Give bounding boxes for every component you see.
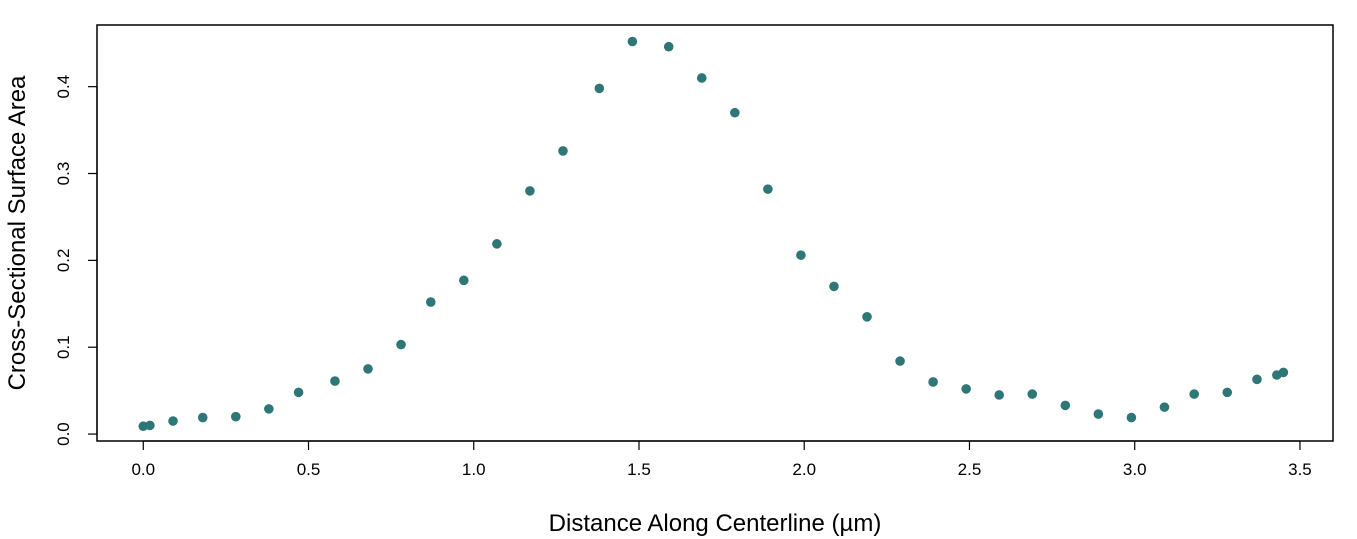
data-point bbox=[763, 184, 773, 194]
data-point bbox=[627, 36, 638, 47]
x-tick-label: 0.5 bbox=[297, 460, 321, 479]
data-points bbox=[138, 36, 1289, 432]
data-point bbox=[994, 390, 1005, 400]
y-tick-label: 0.4 bbox=[54, 75, 73, 99]
x-tick-label: 3.5 bbox=[1288, 460, 1312, 479]
x-tick-label: 2.0 bbox=[792, 460, 816, 479]
data-point bbox=[928, 377, 938, 387]
data-point bbox=[425, 297, 436, 307]
data-point bbox=[1189, 389, 1199, 399]
data-point bbox=[459, 275, 469, 286]
data-point bbox=[558, 146, 568, 156]
data-point bbox=[1126, 412, 1137, 423]
data-point bbox=[663, 41, 674, 52]
x-tick-label: 1.5 bbox=[627, 460, 651, 479]
data-point bbox=[696, 73, 707, 83]
data-point bbox=[895, 356, 905, 366]
data-point bbox=[1027, 389, 1038, 399]
data-point bbox=[1278, 367, 1289, 378]
data-point bbox=[492, 239, 502, 249]
y-axis-title: Cross-Sectional Surface Area bbox=[4, 75, 31, 390]
data-point bbox=[829, 281, 839, 292]
data-point bbox=[796, 250, 806, 260]
plot-frame bbox=[96, 24, 1334, 442]
y-tick-label: 0.0 bbox=[54, 422, 73, 446]
data-point bbox=[594, 83, 605, 94]
data-point bbox=[1222, 387, 1233, 398]
x-axis: 0.0 0.5 1.0 1.5 2.0 2.5 3.0 3.5 bbox=[131, 440, 1312, 479]
y-tick-label: 0.2 bbox=[54, 249, 73, 273]
data-point bbox=[396, 339, 406, 350]
data-point bbox=[525, 186, 535, 196]
x-tick-label: 2.5 bbox=[958, 460, 982, 479]
x-tick-label: 1.0 bbox=[462, 460, 486, 479]
data-point bbox=[1060, 400, 1071, 411]
data-point bbox=[197, 412, 208, 423]
data-point bbox=[363, 364, 373, 374]
data-point bbox=[1252, 374, 1262, 385]
data-point bbox=[145, 420, 155, 431]
data-point bbox=[862, 312, 872, 322]
data-point bbox=[293, 387, 304, 398]
y-tick-label: 0.1 bbox=[54, 335, 73, 359]
x-tick-label: 0.0 bbox=[131, 460, 155, 479]
data-point bbox=[231, 411, 241, 422]
y-tick-label: 0.3 bbox=[54, 162, 73, 186]
data-point bbox=[1159, 402, 1170, 412]
x-axis-title: Distance Along Centerline (µm) bbox=[549, 510, 882, 537]
y-axis: 0.0 0.1 0.2 0.3 0.4 bbox=[54, 75, 98, 446]
data-point bbox=[264, 404, 274, 414]
data-point bbox=[330, 376, 340, 386]
data-point bbox=[1093, 409, 1104, 419]
data-point bbox=[961, 384, 971, 394]
data-point bbox=[730, 107, 740, 118]
x-tick-label: 3.0 bbox=[1123, 460, 1147, 479]
data-point bbox=[168, 416, 178, 426]
